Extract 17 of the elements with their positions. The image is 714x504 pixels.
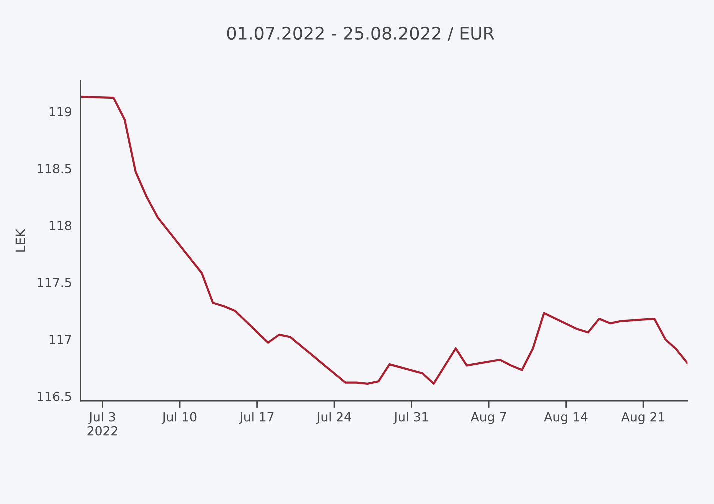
- x-tick-label: Jul 24: [316, 412, 352, 424]
- x-tick-label: Aug 7: [470, 412, 506, 424]
- y-tick-label: 117.5: [38, 278, 72, 288]
- line-series: [80, 96, 688, 385]
- chart-title: 01.07.2022 - 25.08.2022 / EUR: [227, 26, 494, 42]
- y-axis-title: LEK: [16, 228, 26, 252]
- y-tick-label: 117: [50, 335, 72, 344]
- y-tick-label: 119: [50, 107, 72, 117]
- y-tick-label: 118.5: [38, 164, 72, 174]
- y-tick-label: 116.5: [38, 392, 72, 402]
- x-tick-label: Jul 3 2022: [88, 412, 118, 436]
- x-tick-label: Jul 17: [239, 412, 274, 424]
- x-tick-label: Aug 21: [622, 412, 665, 424]
- x-tick-label: Aug 14: [544, 412, 588, 424]
- y-tick-label: 118: [50, 221, 72, 231]
- x-tick-label: Jul 10: [162, 412, 197, 424]
- x-tick-label: Jul 31: [394, 412, 428, 424]
